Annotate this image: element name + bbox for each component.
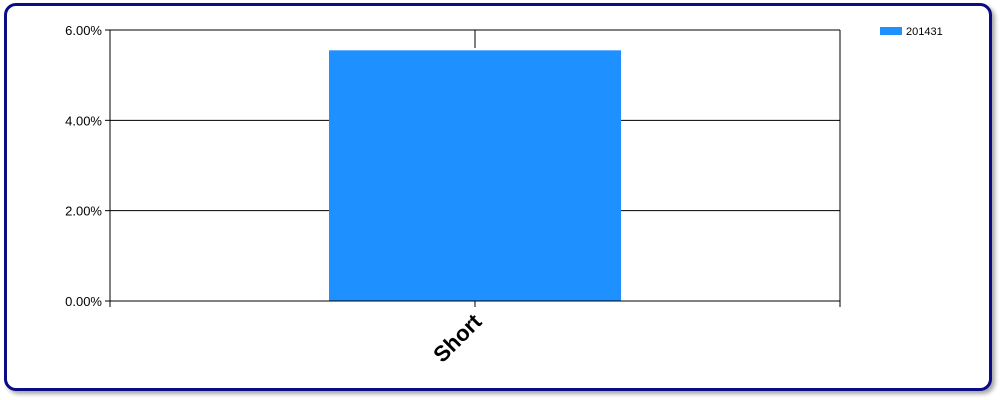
bars bbox=[329, 50, 621, 302]
bar bbox=[329, 50, 621, 302]
y-tick-label: 2.00% bbox=[65, 204, 102, 219]
legend: 201431 bbox=[880, 26, 943, 38]
y-tick-label: 6.00% bbox=[65, 23, 102, 38]
legend-swatch bbox=[880, 27, 902, 35]
x-axis-ticks: Short bbox=[428, 301, 487, 367]
y-axis-ticks: 0.00% 2.00% 4.00% 6.00% bbox=[65, 23, 110, 309]
legend-label: 201431 bbox=[906, 26, 943, 38]
y-tick-label: 4.00% bbox=[65, 113, 102, 128]
x-tick-label: Short bbox=[428, 308, 487, 367]
y-tick-label: 0.00% bbox=[65, 294, 102, 309]
